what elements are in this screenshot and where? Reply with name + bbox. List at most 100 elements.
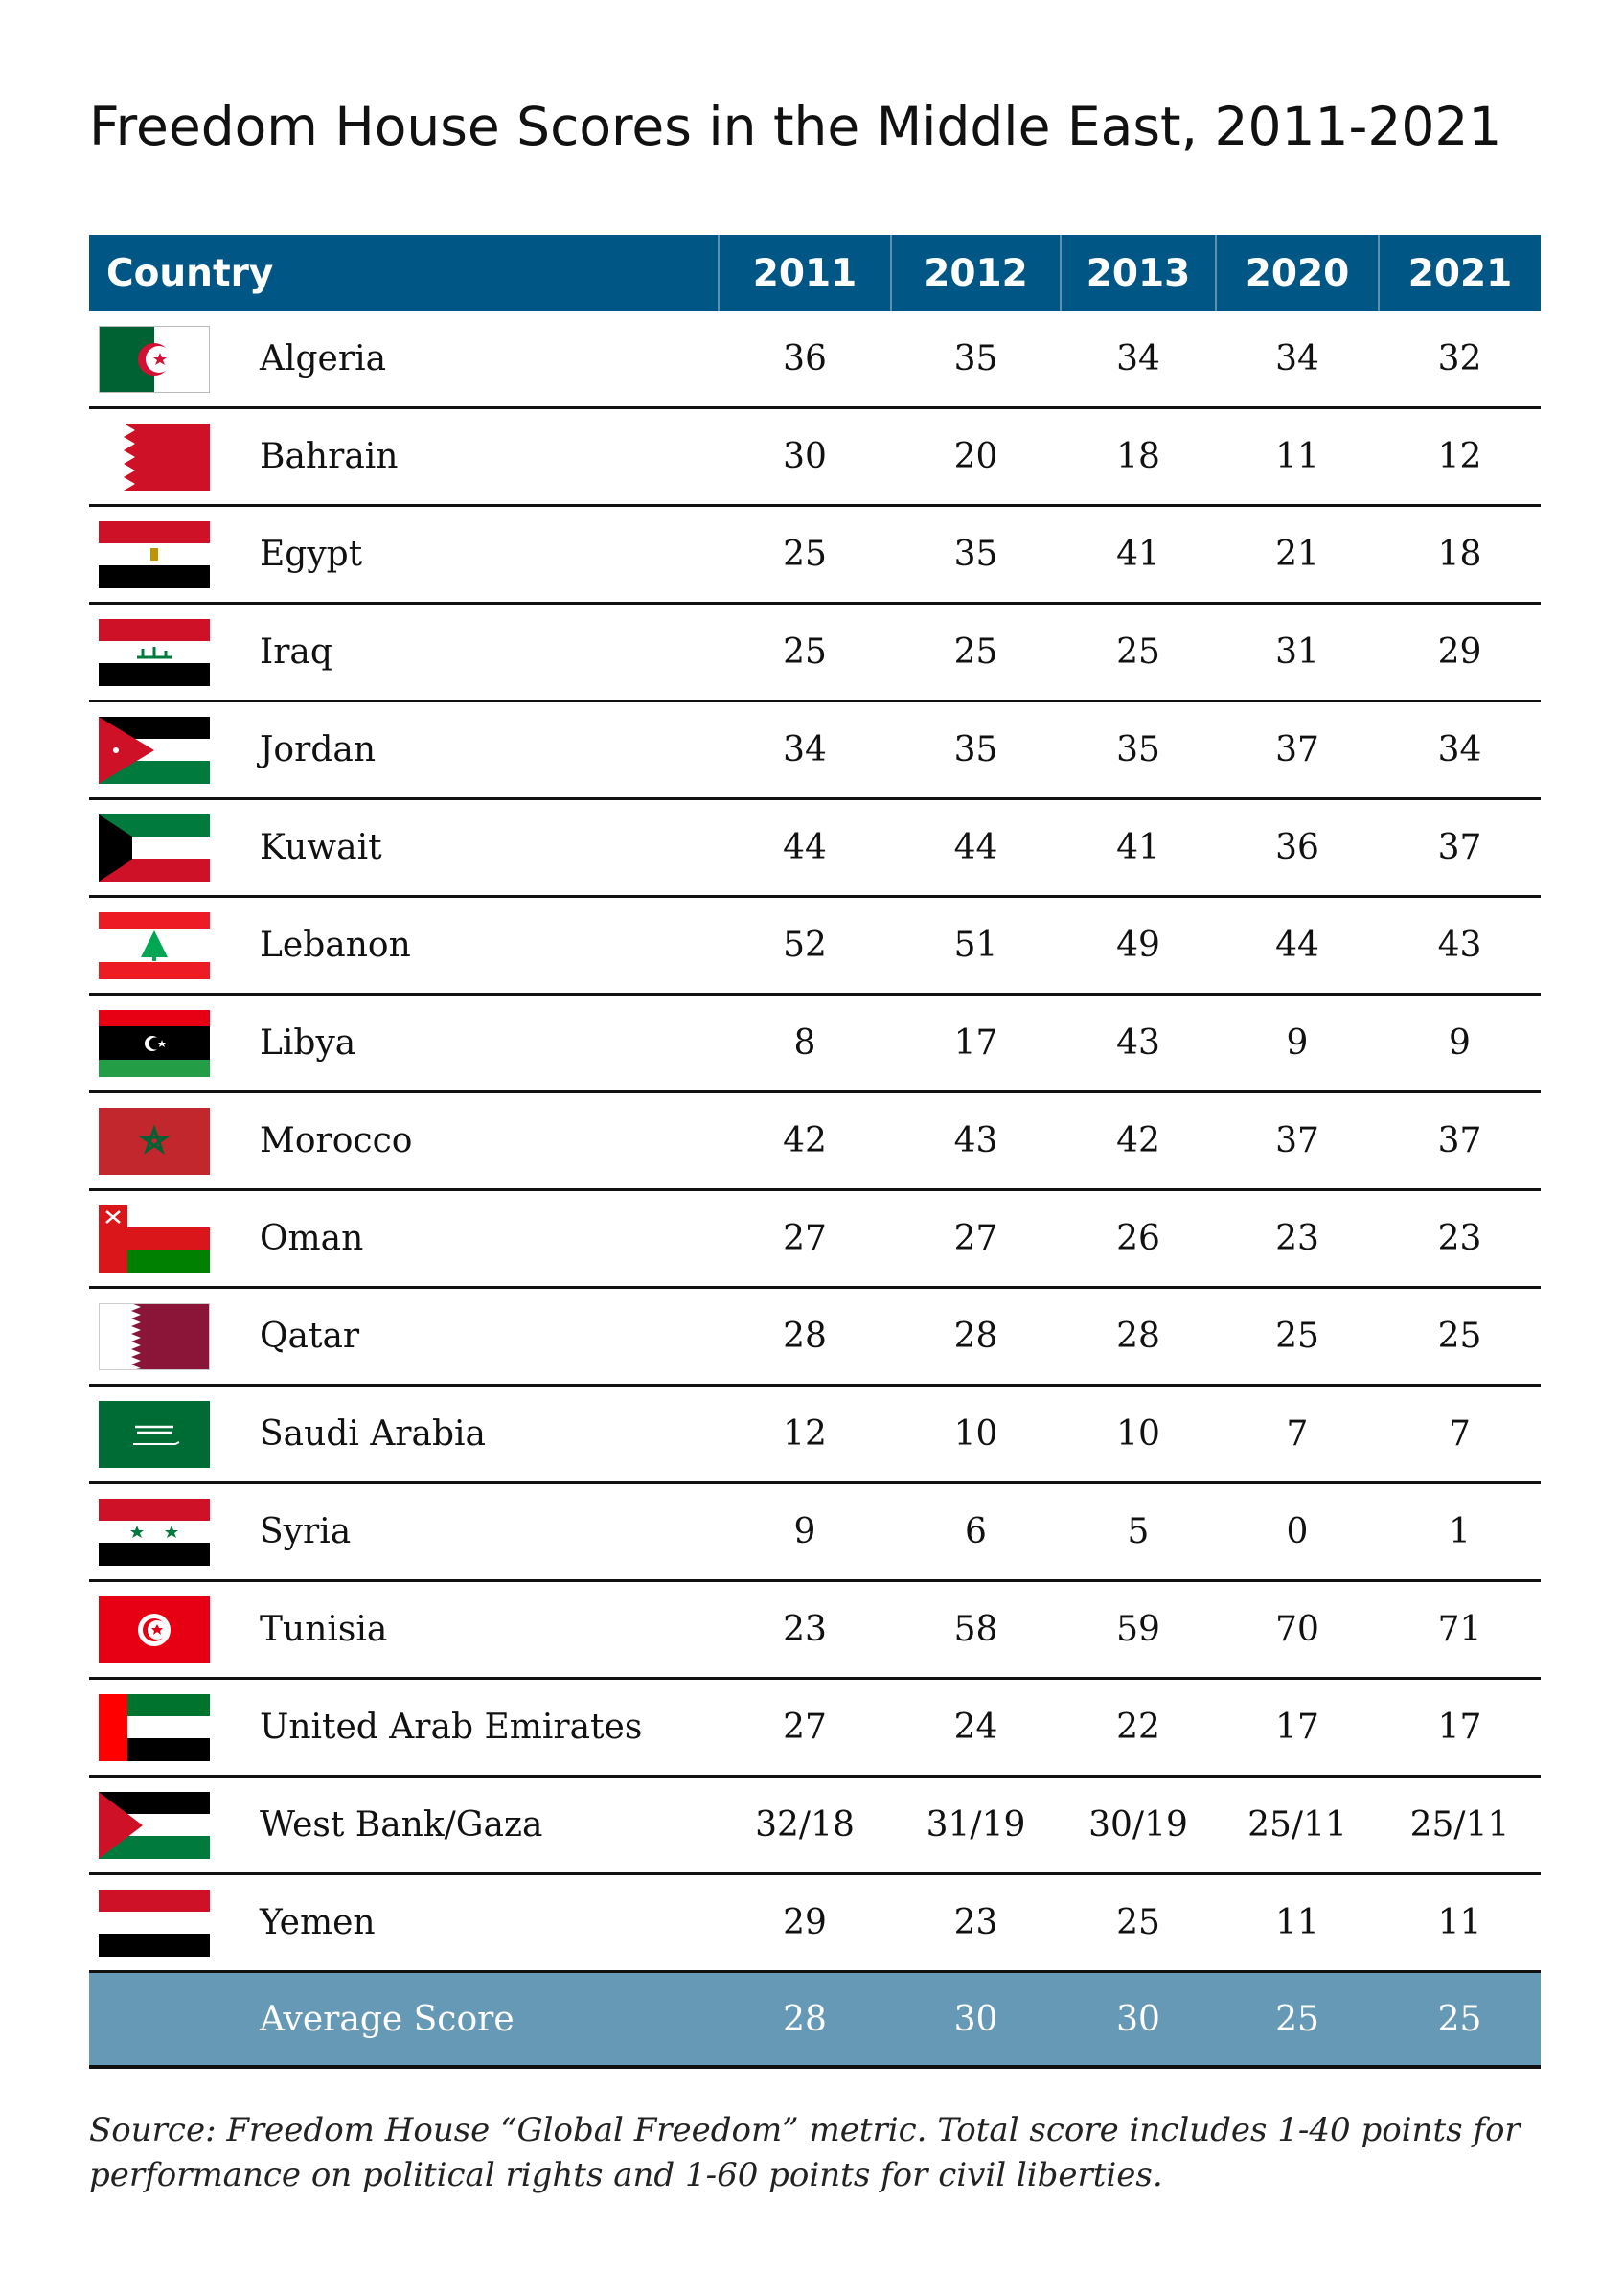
country-name: Algeria: [242, 311, 719, 409]
score-cell: 23: [891, 1873, 1061, 1973]
average-value: 30: [1061, 1971, 1216, 2069]
score-cell: 23: [1216, 1189, 1379, 1289]
yemen-flag-icon: [99, 1889, 210, 1957]
flag-cell: [89, 311, 242, 409]
country-name: Tunisia: [242, 1580, 719, 1680]
score-cell: 35: [891, 505, 1061, 605]
score-cell: 37: [1379, 798, 1541, 898]
libya-flag-icon: [99, 1009, 210, 1077]
header-row: Country 2011 2012 2013 2020 2021: [89, 235, 1541, 311]
score-cell: 12: [1379, 407, 1541, 507]
flag-cell: [89, 1873, 242, 1973]
country-name: Bahrain: [242, 407, 719, 507]
table-row: Egypt 25 35 41 21 18: [89, 505, 1541, 605]
flag-cell: [89, 1678, 242, 1778]
score-cell: 31/19: [891, 1776, 1061, 1875]
score-cell: 25: [1216, 1287, 1379, 1387]
country-name: Oman: [242, 1189, 719, 1289]
table-row: Saudi Arabia 12 10 10 7 7: [89, 1385, 1541, 1484]
score-cell: 22: [1061, 1678, 1216, 1778]
column-header-country: Country: [89, 235, 720, 311]
flag-cell: [89, 407, 242, 507]
flag-cell: [89, 1385, 242, 1484]
average-flag-spacer: [89, 1971, 242, 2069]
table-row: Syria 9 6 5 0 1: [89, 1482, 1541, 1582]
table-row: Libya 8 17 43 9 9: [89, 994, 1541, 1093]
country-name: Syria: [242, 1482, 719, 1582]
score-cell: 9: [1216, 994, 1379, 1093]
score-cell: 12: [719, 1385, 891, 1484]
column-header-2011: 2011: [719, 235, 892, 311]
score-cell: 21: [1216, 505, 1379, 605]
score-cell: 37: [1216, 700, 1379, 800]
score-cell: 43: [891, 1091, 1061, 1191]
column-header-2020: 2020: [1216, 235, 1380, 311]
score-cell: 17: [891, 994, 1061, 1093]
score-cell: 23: [1379, 1189, 1541, 1289]
score-cell: 25: [1061, 1873, 1216, 1973]
score-cell: 35: [891, 700, 1061, 800]
score-cell: 34: [1379, 700, 1541, 800]
column-header-2021: 2021: [1379, 235, 1541, 311]
jordan-flag-icon: [99, 716, 210, 784]
score-cell: 34: [1216, 311, 1379, 409]
table-row: United Arab Emirates 27 24 22 17 17: [89, 1678, 1541, 1778]
bahrain-flag-icon: [99, 423, 210, 491]
score-cell: 29: [719, 1873, 891, 1973]
scores-table: Country 2011 2012 2013 2020 2021 Algeria…: [89, 235, 1541, 2069]
score-cell: 17: [1216, 1678, 1379, 1778]
flag-cell: [89, 1091, 242, 1191]
country-name: Saudi Arabia: [242, 1385, 719, 1484]
average-value: 30: [891, 1971, 1061, 2069]
score-cell: 32/18: [719, 1776, 891, 1875]
table-row: Lebanon 52 51 49 44 43: [89, 896, 1541, 996]
score-cell: 11: [1216, 407, 1379, 507]
score-cell: 7: [1216, 1385, 1379, 1484]
table-row: Algeria 36 35 34 34 32: [89, 311, 1541, 409]
average-value: 25: [1216, 1971, 1379, 2069]
score-cell: 36: [719, 311, 891, 409]
table-row: Qatar 28 28 28 25 25: [89, 1287, 1541, 1387]
iraq-flag-icon: [99, 618, 210, 686]
country-name: Libya: [242, 994, 719, 1093]
flag-cell: [89, 1776, 242, 1875]
average-label: Average Score: [242, 1971, 719, 2069]
score-cell: 35: [891, 311, 1061, 409]
score-cell: 25/11: [1216, 1776, 1379, 1875]
score-cell: 49: [1061, 896, 1216, 996]
score-cell: 44: [891, 798, 1061, 898]
table-row: West Bank/Gaza 32/18 31/19 30/19 25/11 25/11: [89, 1776, 1541, 1875]
score-cell: 41: [1061, 505, 1216, 605]
score-cell: 37: [1379, 1091, 1541, 1191]
score-cell: 24: [891, 1678, 1061, 1778]
score-cell: 10: [1061, 1385, 1216, 1484]
table-row: Morocco 42 43 42 37 37: [89, 1091, 1541, 1191]
morocco-flag-icon: [99, 1107, 210, 1175]
country-name: Lebanon: [242, 896, 719, 996]
column-header-2012: 2012: [891, 235, 1062, 311]
score-cell: 20: [891, 407, 1061, 507]
country-name: Qatar: [242, 1287, 719, 1387]
tunisia-flag-icon: [99, 1595, 210, 1663]
score-cell: 9: [1379, 994, 1541, 1093]
score-cell: 59: [1061, 1580, 1216, 1680]
score-cell: 6: [891, 1482, 1061, 1582]
score-cell: 70: [1216, 1580, 1379, 1680]
score-cell: 23: [719, 1580, 891, 1680]
average-value: 25: [1379, 1971, 1541, 2069]
score-cell: 44: [719, 798, 891, 898]
table-body: Algeria 36 35 34 34 32 Bahrain 30 20 18 11 12 Egypt 2…: [89, 311, 1541, 1973]
country-name: Iraq: [242, 603, 719, 702]
page-title: Freedom House Scores in the Middle East,…: [89, 96, 1502, 157]
country-name: United Arab Emirates: [242, 1678, 719, 1778]
oman-flag-icon: [99, 1204, 210, 1273]
score-cell: 36: [1216, 798, 1379, 898]
country-name: Jordan: [242, 700, 719, 800]
flag-cell: [89, 603, 242, 702]
score-cell: 28: [719, 1287, 891, 1387]
score-cell: 27: [719, 1678, 891, 1778]
score-cell: 7: [1379, 1385, 1541, 1484]
score-cell: 18: [1379, 505, 1541, 605]
flag-cell: [89, 798, 242, 898]
score-cell: 25: [891, 603, 1061, 702]
